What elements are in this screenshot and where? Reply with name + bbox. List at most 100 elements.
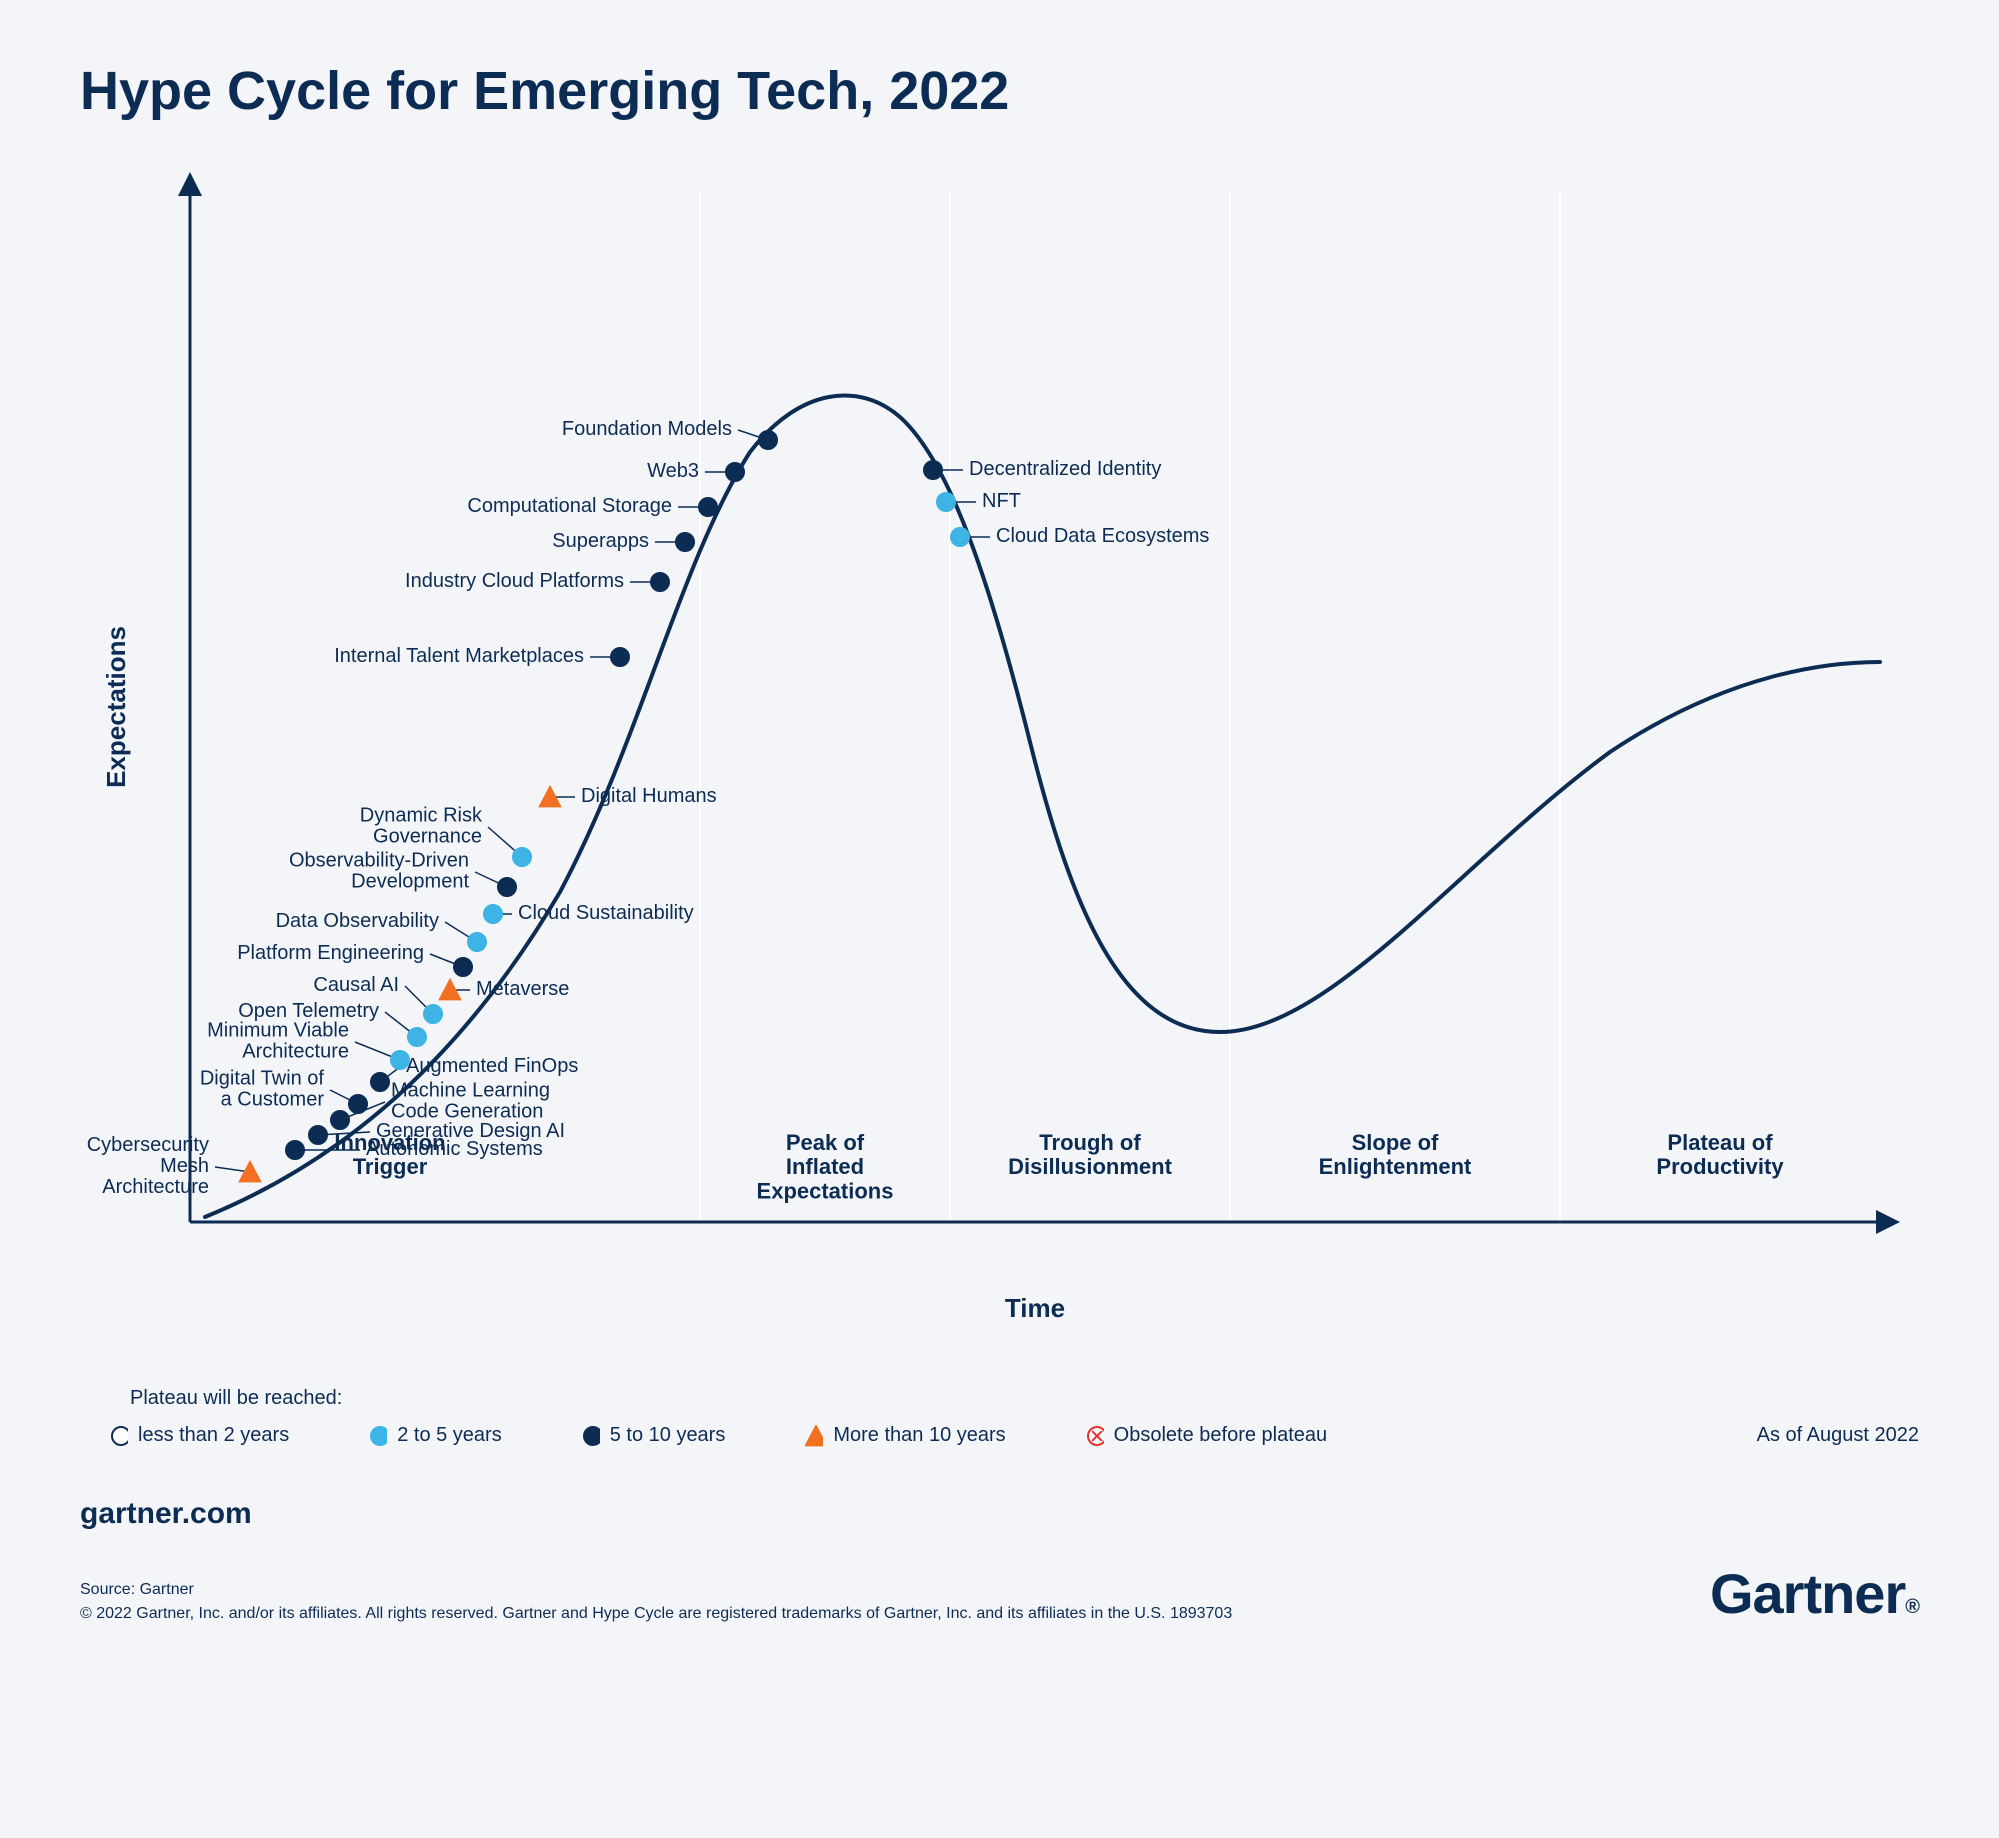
marker-5to10: [924, 461, 942, 479]
legend-marker-lt2: [110, 1427, 128, 1445]
tech-point: Web3: [647, 460, 744, 482]
legend-item: less than 2 years: [110, 1424, 289, 1447]
footer-url: gartner.com: [80, 1497, 1919, 1531]
tech-label: Open Telemetry: [238, 1000, 379, 1022]
legend-marker-2to5: [369, 1427, 387, 1445]
marker-5to10: [611, 648, 629, 666]
tech-point: Minimum ViableArchitecture: [207, 1020, 409, 1069]
tech-label: Decentralized Identity: [969, 458, 1161, 480]
tech-label: Dynamic RiskGovernance: [360, 805, 483, 848]
marker-5to10: [584, 1427, 600, 1445]
x-axis-label: Time: [1005, 1293, 1065, 1323]
tech-point: Cloud Data Ecosystems: [951, 525, 1209, 547]
marker-5to10: [651, 573, 669, 591]
marker-2to5: [408, 1028, 426, 1046]
tech-point: Decentralized Identity: [924, 458, 1161, 480]
tech-label: Superapps: [552, 530, 649, 552]
legend-item-label: less than 2 years: [138, 1424, 289, 1447]
tech-label: Web3: [647, 460, 699, 482]
footer-source: Source: Gartner: [80, 1578, 1232, 1602]
tech-label: Observability-DrivenDevelopment: [289, 850, 470, 893]
tech-label: Computational Storage: [467, 495, 672, 517]
marker-2to5: [391, 1051, 409, 1069]
marker-5to10: [726, 463, 744, 481]
legend-item-label: More than 10 years: [833, 1424, 1005, 1447]
tech-point: NFT: [937, 490, 1021, 512]
tech-point: Metaverse: [439, 978, 569, 1000]
page-title: Hype Cycle for Emerging Tech, 2022: [80, 60, 1919, 122]
marker-2to5: [424, 1005, 442, 1023]
footer-attribution: Source: Gartner © 2022 Gartner, Inc. and…: [80, 1578, 1232, 1626]
tech-label: Cloud Data Ecosystems: [996, 525, 1209, 547]
logo-suffix: ®: [1905, 1596, 1919, 1618]
hype-cycle-chart: ExpectationsTimeInnovationTriggerPeak of…: [80, 162, 1919, 1347]
tech-label: Internal Talent Marketplaces: [334, 645, 584, 667]
tech-point: Superapps: [552, 530, 694, 552]
tech-label: Industry Cloud Platforms: [405, 570, 624, 592]
marker-2to5: [951, 528, 969, 546]
legend-row: less than 2 years 2 to 5 years 5 to 10 yea…: [110, 1424, 1919, 1447]
tech-label: Foundation Models: [562, 418, 732, 440]
marker-2to5: [468, 933, 486, 951]
tech-label: Metaverse: [476, 978, 569, 1000]
legend-item: 5 to 10 years: [582, 1424, 726, 1447]
tech-label: Generative Design AI: [376, 1120, 565, 1142]
gartner-logo: Gartner®: [1710, 1561, 1919, 1626]
legend-marker-obs: [1086, 1427, 1104, 1445]
marker-5to10: [309, 1126, 327, 1144]
tech-point: Foundation Models: [562, 418, 777, 449]
y-axis-label: Expectations: [101, 626, 131, 788]
tech-label: CybersecurityMeshArchitecture: [87, 1134, 209, 1198]
tech-label: NFT: [982, 490, 1021, 512]
marker-5to10: [331, 1111, 349, 1129]
legend-title: Plateau will be reached:: [130, 1387, 1919, 1410]
marker-2to5: [484, 905, 502, 923]
footer-copyright: © 2022 Gartner, Inc. and/or its affiliat…: [80, 1602, 1232, 1626]
phase-label: Slope ofEnlightenment: [1319, 1130, 1472, 1179]
tech-label: Platform Engineering: [237, 942, 424, 964]
marker-5to10: [286, 1141, 304, 1159]
tech-point: Digital Twin ofa Customer: [200, 1068, 367, 1113]
phase-label: Plateau ofProductivity: [1656, 1130, 1784, 1179]
legend-item-label: 2 to 5 years: [397, 1424, 502, 1447]
tech-point: Digital Humans: [539, 785, 717, 807]
legend-marker-5to10: [582, 1427, 600, 1445]
tech-point: Platform Engineering: [237, 942, 472, 976]
tech-label: Augmented FinOps: [406, 1055, 578, 1077]
tech-point: Cloud Sustainability: [484, 902, 694, 924]
tech-label: Machine LearningCode Generation: [391, 1080, 550, 1123]
tech-point: Observability-DrivenDevelopment: [289, 850, 516, 896]
marker-gt10: [805, 1425, 823, 1446]
logo-text: Gartner: [1710, 1562, 1905, 1625]
phase-label: Peak ofInflatedExpectations: [757, 1130, 894, 1203]
tech-point: Computational Storage: [467, 495, 717, 517]
tech-label: Causal AI: [313, 974, 399, 996]
legend-item: 2 to 5 years: [369, 1424, 502, 1447]
tech-label: Minimum ViableArchitecture: [207, 1020, 349, 1063]
chart-svg: ExpectationsTimeInnovationTriggerPeak of…: [80, 162, 1900, 1342]
tech-label: Cloud Sustainability: [518, 902, 694, 924]
footer: gartner.com Source: Gartner © 2022 Gartn…: [80, 1497, 1919, 1626]
tech-point: Internal Talent Marketplaces: [334, 645, 629, 667]
legend-item: Obsolete before plateau: [1086, 1424, 1328, 1447]
legend-marker-gt10: [805, 1427, 823, 1445]
tech-point: Industry Cloud Platforms: [405, 570, 669, 592]
tech-label: Data Observability: [276, 910, 439, 932]
legend-item: More than 10 years: [805, 1424, 1005, 1447]
marker-2to5: [371, 1427, 387, 1445]
tech-label: Digital Twin ofa Customer: [200, 1068, 325, 1111]
marker-5to10: [699, 498, 717, 516]
legend: Plateau will be reached: less than 2 yea…: [80, 1387, 1919, 1447]
legend-asof: As of August 2022: [1757, 1424, 1919, 1447]
legend-item-label: Obsolete before plateau: [1114, 1424, 1328, 1447]
marker-2to5: [937, 493, 955, 511]
phase-label: Trough ofDisillusionment: [1008, 1130, 1172, 1179]
marker-5to10: [759, 431, 777, 449]
marker-lt2: [112, 1427, 128, 1445]
tech-label: Digital Humans: [581, 785, 717, 807]
marker-2to5: [513, 848, 531, 866]
tech-point: CybersecurityMeshArchitecture: [87, 1134, 261, 1198]
marker-5to10: [454, 958, 472, 976]
marker-5to10: [371, 1073, 389, 1091]
marker-5to10: [676, 533, 694, 551]
